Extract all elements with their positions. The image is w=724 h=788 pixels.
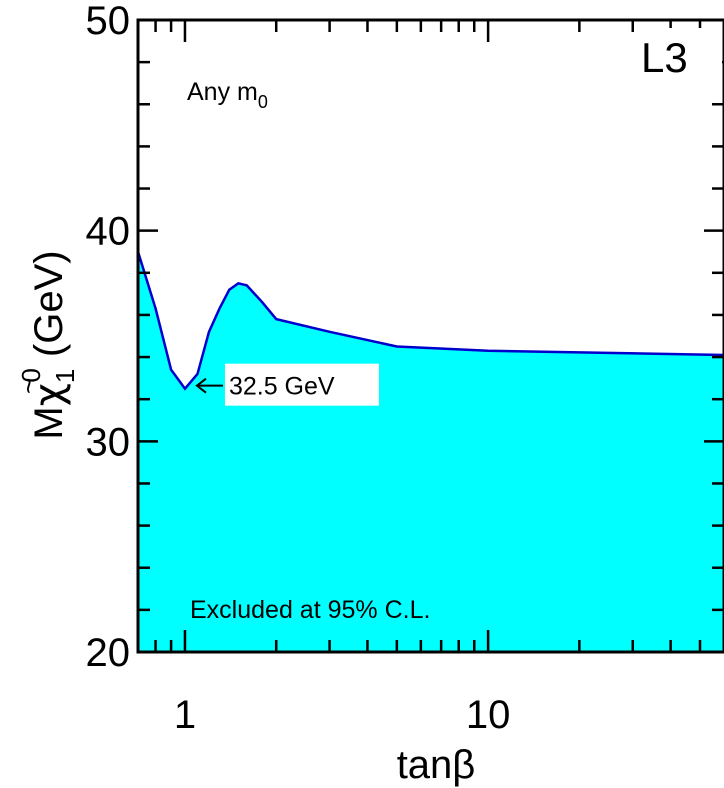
y-axis-title-base: M [27, 406, 71, 439]
y-axis-title-unit: (GeV) [27, 250, 71, 368]
y-tick-label: 50 [86, 0, 131, 43]
any-m0-annotation: Any m0 [187, 78, 268, 112]
y-axis-title-tilde: ~ [13, 378, 44, 394]
y-axis-title-superscript: 0 [16, 368, 46, 382]
y-tick-label: 20 [86, 631, 131, 675]
x-tick-label: 10 [466, 693, 511, 737]
y-tick-label: 30 [86, 420, 131, 464]
y-axis-title-subscript: 1 [50, 369, 80, 383]
minimum-annotation: 32.5 GeV [195, 363, 379, 406]
any-m0-subscript: 0 [258, 92, 268, 112]
excluded-annotation: Excluded at 95% C.L. [190, 596, 430, 624]
x-tick-label: 1 [174, 693, 196, 737]
experiment-label-box [636, 28, 722, 80]
minimum-arrow-head [195, 377, 207, 394]
axis-ticks [136, 18, 724, 654]
plot-frame [136, 18, 724, 654]
any-m0-text: Any m [187, 78, 258, 106]
x-axis-title: tanβ [397, 743, 476, 787]
y-axis-title-symbol: χ [26, 383, 72, 406]
svg-text:Mχ10 (GeV): Mχ10 (GeV) [16, 250, 80, 439]
exclusion-boundary-line [136, 251, 724, 391]
experiment-label: L3 [641, 34, 688, 81]
minimum-label: 32.5 GeV [229, 373, 335, 401]
excluded-region-fill [138, 251, 724, 652]
minimum-label-box [224, 363, 379, 406]
y-axis-title: Mχ10 (GeV) ~ [13, 250, 80, 439]
axis-tick-labels: 20 30 40 50 1 10 [86, 0, 511, 737]
y-tick-label: 40 [86, 210, 131, 254]
